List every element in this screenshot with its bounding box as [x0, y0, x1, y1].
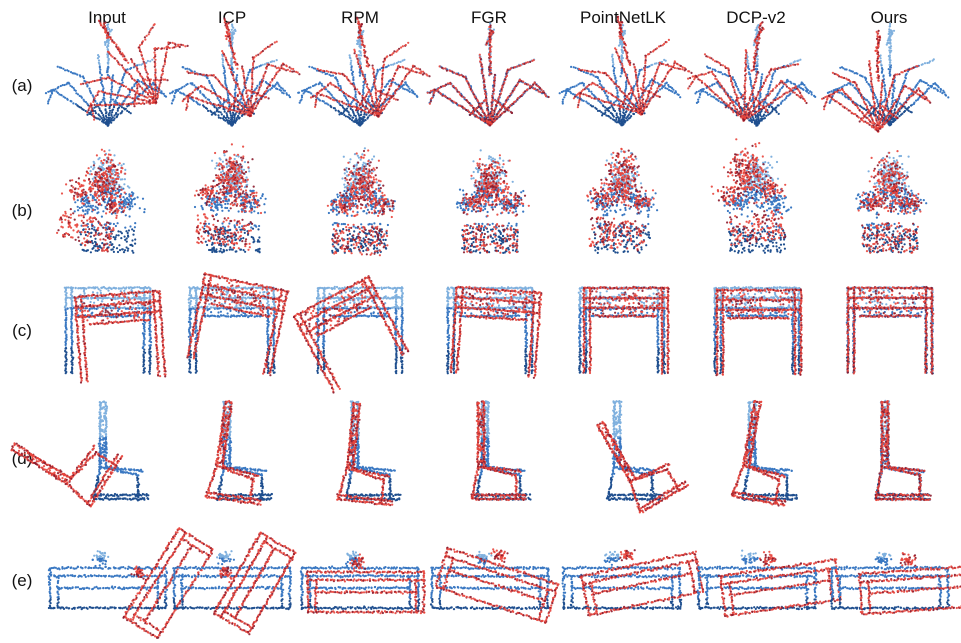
target-point-cloud	[92, 400, 149, 501]
cloud-plant-pointnetlk	[559, 16, 693, 127]
cloud-plant-dcp-v2	[687, 21, 816, 127]
cloud-chair-input	[10, 400, 149, 507]
cloud-flower-pot-ours	[855, 150, 927, 254]
cloud-desk-pointnetlk	[562, 549, 705, 617]
cloud-chair-rpm	[336, 400, 402, 506]
source-point-cloud	[336, 402, 393, 507]
cloud-plant-fgr	[427, 22, 550, 126]
cloud-table-dcp-v2	[713, 286, 803, 377]
target-point-cloud	[606, 400, 664, 501]
target-point-cloud	[48, 550, 169, 610]
source-point-cloud	[213, 532, 296, 636]
source-point-cloud	[205, 400, 262, 506]
source-point-cloud	[306, 553, 427, 614]
cloud-flower-pot-input	[56, 149, 146, 254]
cloud-plant-icp	[169, 17, 301, 126]
cloud-table-ours	[846, 286, 935, 375]
cloud-chair-icp	[205, 400, 273, 506]
cloud-table-rpm	[293, 275, 409, 394]
registration-comparison-figure: Input ICP RPM FGR PointNetLK DCP-v2 Ours…	[0, 0, 961, 643]
cloud-desk-input	[48, 527, 214, 639]
source-point-cloud	[450, 286, 543, 379]
cloud-plant-input	[45, 20, 189, 127]
source-point-cloud	[731, 400, 787, 507]
cloud-table-icp	[186, 272, 289, 376]
cloud-chair-pointnetlk	[596, 400, 689, 514]
target-point-cloud	[297, 24, 418, 127]
source-point-cloud	[122, 527, 213, 639]
source-point-cloud	[573, 16, 693, 116]
cloud-plant-ours	[821, 23, 949, 133]
cloud-table-fgr	[446, 286, 543, 379]
cloud-desk-rpm	[300, 551, 426, 615]
cloud-desk-icp	[172, 532, 297, 636]
source-point-cloud	[821, 30, 931, 133]
cloud-flower-pot-pointnetlk	[586, 148, 658, 254]
cloud-desk-dcp-v2	[697, 550, 842, 618]
cloud-flower-pot-rpm	[327, 147, 396, 256]
target-point-cloud	[172, 550, 292, 610]
source-point-cloud	[80, 20, 189, 121]
cloud-chair-dcp-v2	[731, 400, 798, 507]
cloud-desk-fgr	[430, 547, 560, 624]
target-point-cloud	[559, 24, 682, 127]
cloud-table-pointnetlk	[578, 286, 671, 375]
cloud-desk-ours	[830, 552, 961, 616]
cloud-chair-fgr	[470, 400, 531, 501]
cloud-flower-pot-fgr	[456, 149, 530, 254]
cloud-plant-rpm	[297, 17, 431, 127]
cloud-table-input	[64, 286, 167, 384]
cloud-chair-ours	[874, 400, 932, 502]
target-point-cloud	[430, 551, 550, 610]
cloud-flower-pot-dcp-v2	[711, 138, 793, 254]
target-point-cloud	[45, 23, 167, 127]
source-point-cloud	[715, 288, 803, 376]
source-point-cloud	[858, 552, 961, 615]
source-point-cloud	[293, 275, 409, 394]
source-point-cloud	[74, 290, 167, 384]
target-point-cloud	[830, 552, 951, 611]
point-cloud-grid	[0, 0, 961, 643]
cloud-flower-pot-icp	[194, 143, 267, 253]
